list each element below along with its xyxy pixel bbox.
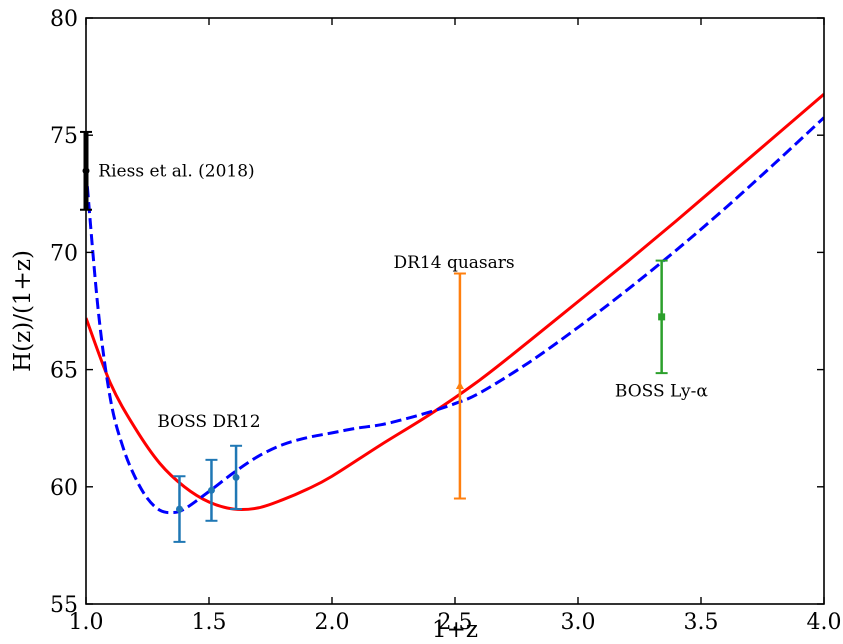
y-tick-label: 65 (50, 359, 78, 384)
x-tick-label: 2.0 (315, 610, 350, 635)
annotation-label: Riess et al. (2018) (98, 161, 254, 181)
series-line-dashed (86, 116, 824, 515)
annotation-label: DR14 quasars (394, 253, 515, 273)
y-tick-label: 60 (50, 476, 78, 501)
data-point (207, 486, 215, 494)
points-layer (80, 130, 668, 543)
y-tick-label: 80 (50, 7, 78, 32)
data-point (232, 473, 240, 481)
series-layer (86, 93, 824, 515)
y-tick-label: 55 (50, 593, 78, 618)
series-line-solid (86, 93, 824, 512)
x-tick-label: 1.0 (69, 610, 104, 635)
x-axis-label: 1+z (432, 617, 478, 643)
ticks-layer: 1.0 1.5 2.0 2.5 3.0 3.5 4.0 55 60 65 70 75 80 (50, 7, 842, 635)
y-axis-label: H(z)/(1+z) (10, 250, 36, 372)
plot-frame (85, 17, 825, 605)
data-point (175, 505, 183, 513)
x-tick-label: 3.0 (561, 610, 596, 635)
x-tick-label: 3.5 (684, 610, 719, 635)
annotation-label: BOSS Ly-α (615, 382, 708, 402)
data-point (455, 381, 464, 390)
x-tick-label: 4.0 (807, 610, 842, 635)
x-tick-label: 1.5 (192, 610, 227, 635)
data-point (658, 313, 666, 321)
annotation-label: BOSS DR12 (157, 412, 260, 432)
y-tick-label: 75 (50, 124, 78, 149)
x-tick-label: 2.5 (438, 610, 473, 635)
y-tick-label: 70 (50, 241, 78, 266)
annotations-layer: Riess et al. (2018) BOSS DR12 DR14 quasars… (98, 161, 708, 432)
